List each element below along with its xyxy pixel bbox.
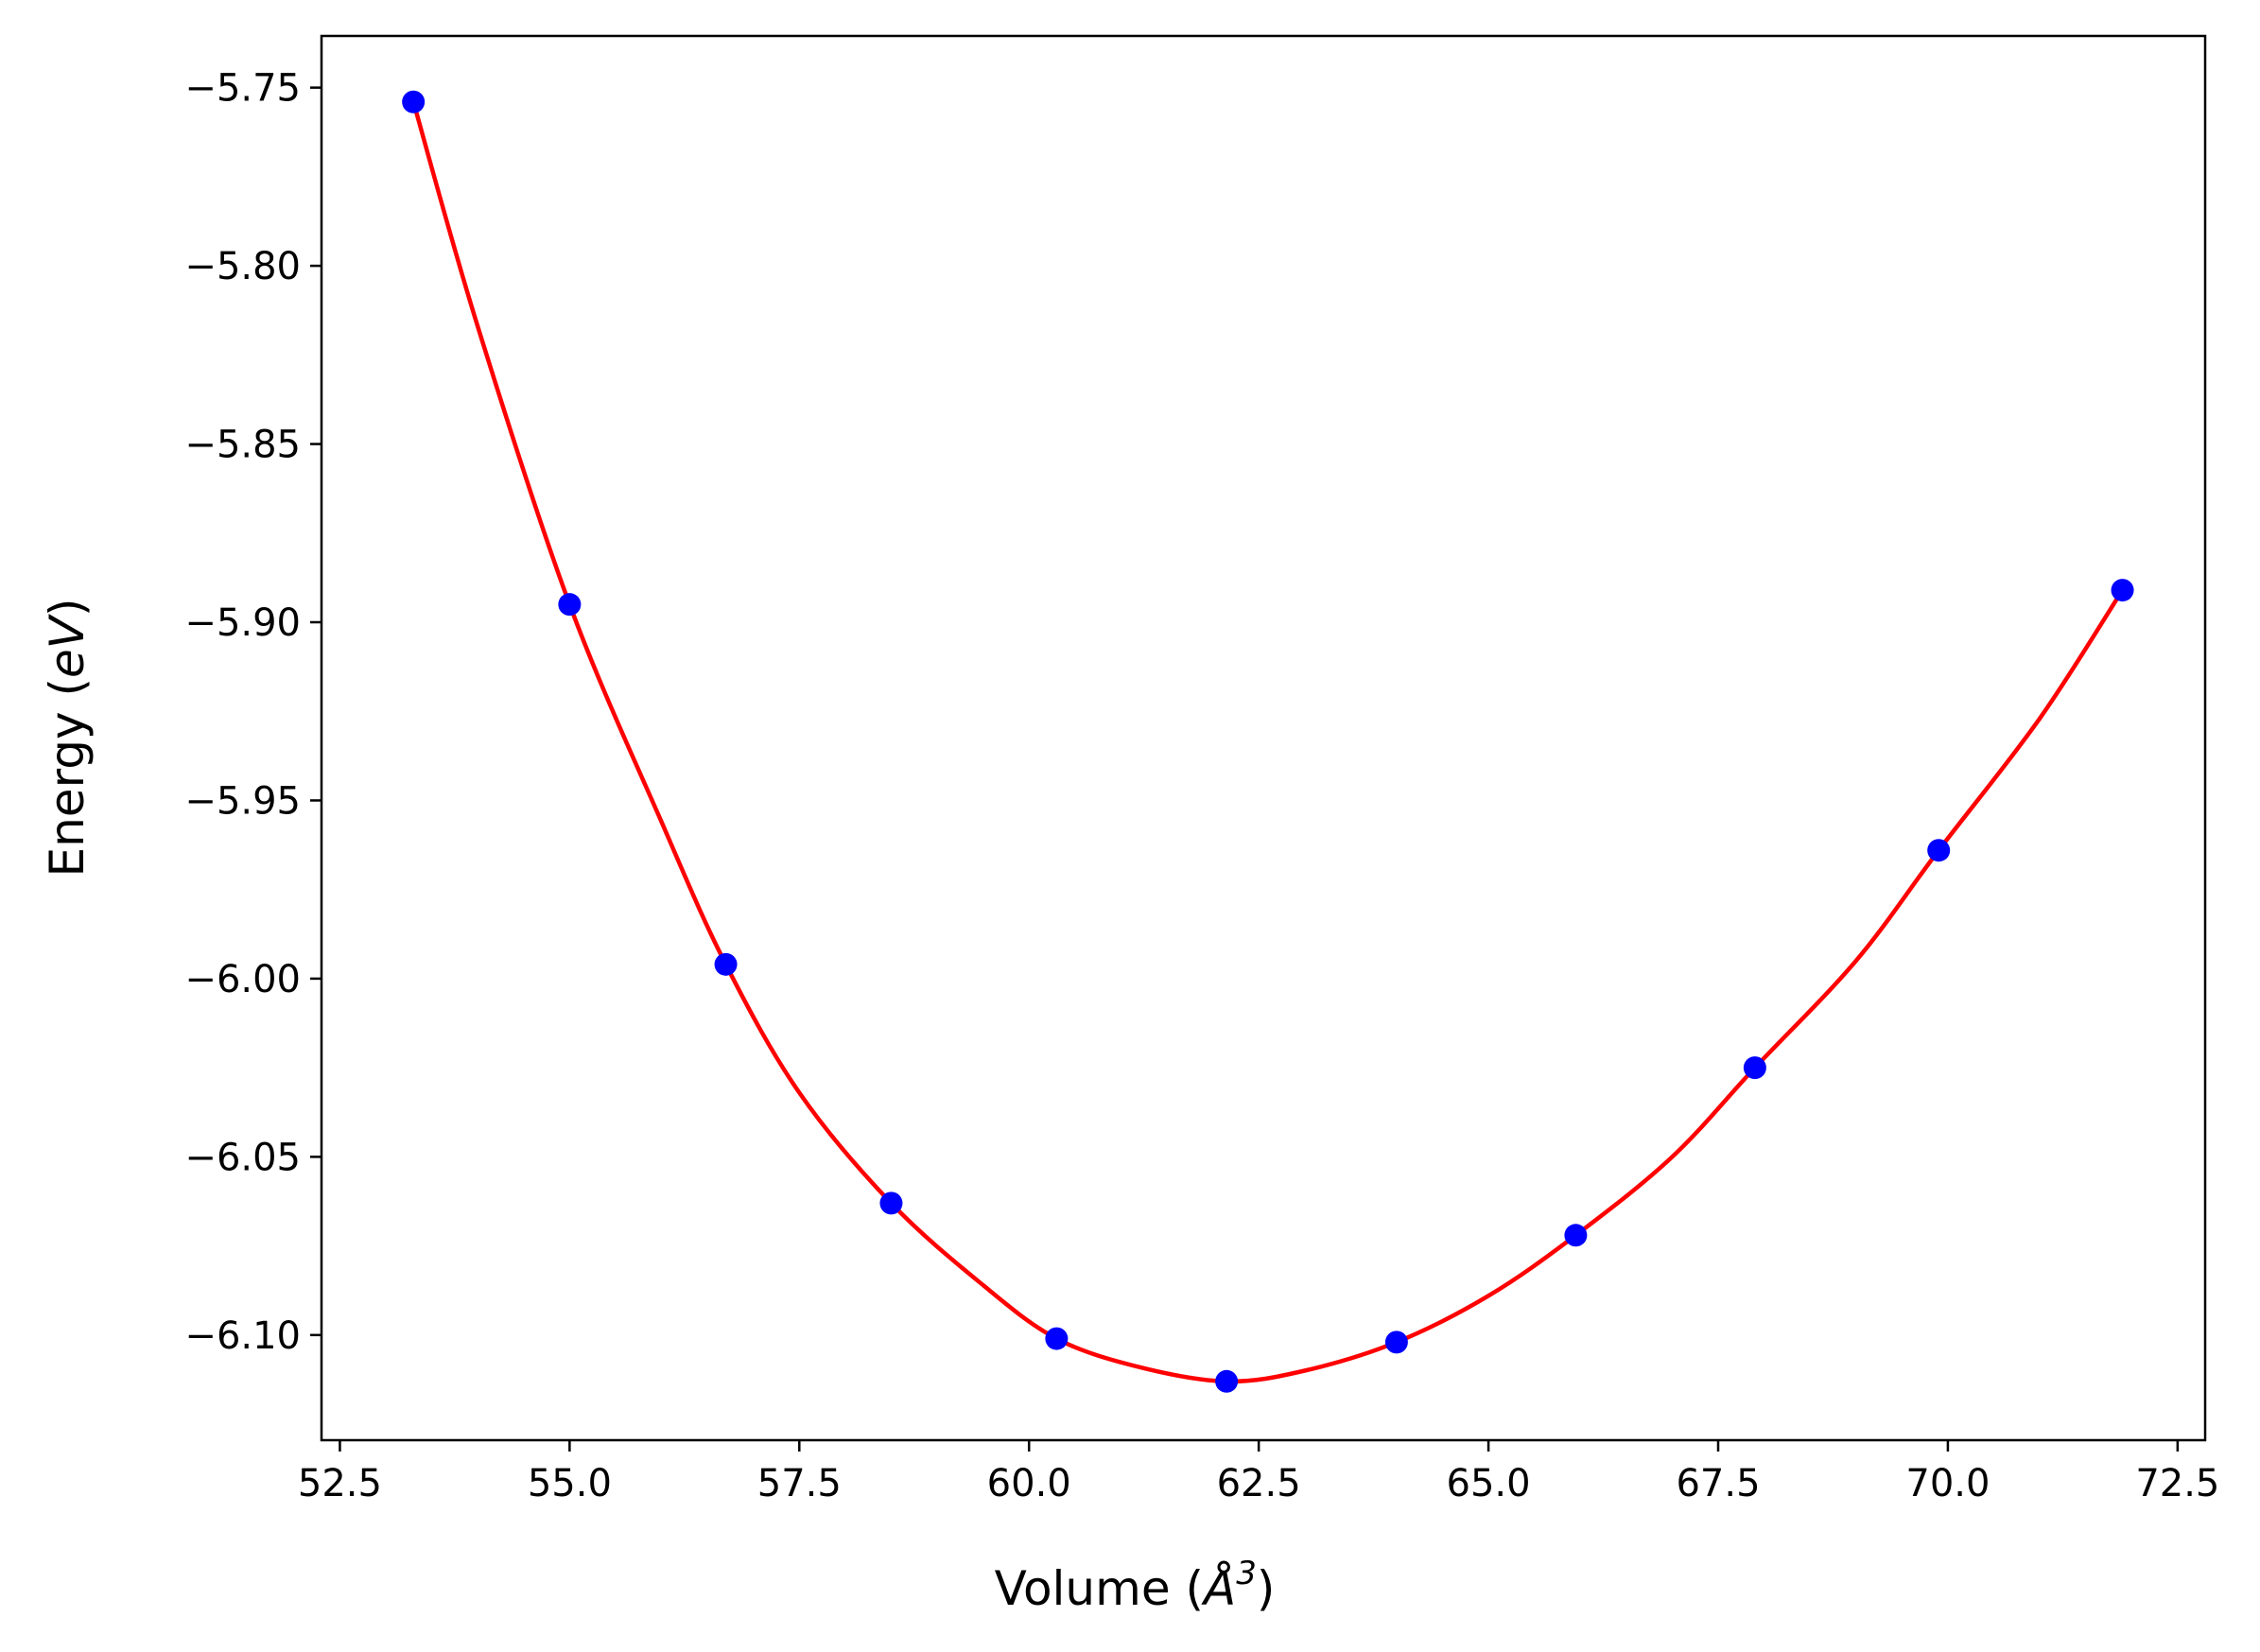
data-point [1045, 1327, 1069, 1350]
data-point [2111, 579, 2134, 602]
x-tick-label: 55.0 [528, 1462, 612, 1505]
y-tick-label: −5.90 [184, 601, 301, 645]
y-tick-label: −5.95 [184, 779, 301, 823]
data-point [1564, 1224, 1588, 1247]
x-axis-label-symbol: Å [1201, 1561, 1236, 1616]
x-tick-label: 65.0 [1447, 1462, 1531, 1505]
x-axis-label-suffix: ) [1257, 1561, 1276, 1616]
data-point [714, 952, 738, 976]
y-tick-label: −6.05 [184, 1136, 301, 1179]
x-axis-label: Volume (Å3) [995, 1555, 1276, 1616]
x-tick-label: 57.5 [757, 1462, 842, 1505]
x-tick-label: 60.0 [987, 1462, 1071, 1505]
plot-area [402, 90, 2134, 1393]
data-point [402, 90, 426, 113]
data-point [1384, 1330, 1408, 1354]
x-tick-label: 62.5 [1217, 1462, 1301, 1505]
data-point [1927, 839, 1951, 862]
data-point [879, 1191, 903, 1215]
y-axis: −5.75 −5.80 −5.85 −5.90 −5.95 −6.00 −6.05 −6.10 [184, 67, 322, 1358]
plot-frame [320, 34, 2207, 1442]
x-axis-label-exponent: 3 [1236, 1555, 1257, 1592]
y-axis-label-suffix: ) [40, 599, 95, 617]
data-point [1743, 1056, 1766, 1080]
y-tick-label: −5.85 [184, 424, 301, 467]
y-axis-label-unit: eV [40, 613, 95, 678]
x-tick-label: 67.5 [1676, 1462, 1760, 1505]
y-tick-label: −6.10 [184, 1314, 301, 1358]
x-tick-label: 70.0 [1905, 1462, 1990, 1505]
fit-curve [410, 99, 2125, 1384]
y-tick-label: −5.75 [184, 67, 301, 111]
data-point [558, 593, 582, 617]
x-axis-label-text: Volume ( [995, 1561, 1204, 1616]
x-axis: 52.5 55.0 57.5 60.0 62.5 65.0 67.5 70.0 72.5 [298, 1440, 2219, 1505]
y-axis-label-text: Energy ( [40, 678, 95, 877]
data-point [1215, 1369, 1239, 1393]
x-tick-label: 72.5 [2135, 1462, 2219, 1505]
x-tick-label: 52.5 [298, 1462, 382, 1505]
y-axis-label: Energy (eV) [40, 599, 95, 878]
y-tick-label: −6.00 [184, 958, 301, 1001]
y-tick-label: −5.80 [184, 245, 301, 288]
